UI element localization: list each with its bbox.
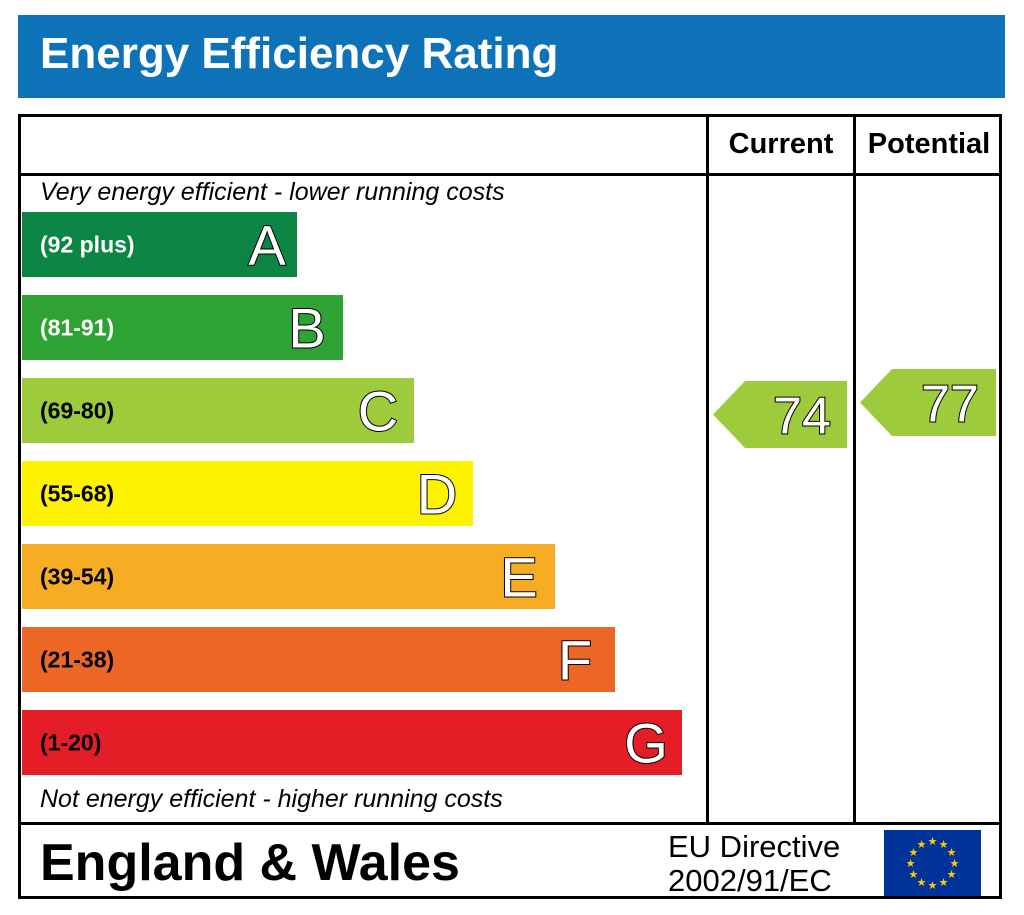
eu-star-icon: ★ bbox=[950, 858, 960, 870]
region-label: England & Wales bbox=[40, 834, 460, 892]
eu-star-icon: ★ bbox=[928, 880, 938, 892]
current-rating-value: 74 bbox=[773, 388, 831, 446]
band-a-range: (92 plus) bbox=[40, 232, 135, 258]
band-a-letter: A bbox=[248, 214, 286, 277]
band-f-range: (21-38) bbox=[40, 647, 114, 673]
eu-star-icon: ★ bbox=[928, 836, 938, 848]
band-d-range: (55-68) bbox=[40, 481, 114, 507]
current-rating-arrow bbox=[713, 381, 847, 448]
band-f-bar bbox=[22, 627, 615, 692]
eu-star-icon: ★ bbox=[917, 839, 927, 851]
inefficient-note: Not energy efficient - higher running co… bbox=[40, 785, 503, 813]
band-c-bar bbox=[22, 378, 414, 443]
efficient-note: Very energy efficient - lower running co… bbox=[40, 178, 505, 206]
band-c-letter: C bbox=[358, 380, 398, 443]
band-c-range: (69-80) bbox=[40, 398, 114, 424]
potential-rating-value: 77 bbox=[921, 376, 979, 434]
band-b-range: (81-91) bbox=[40, 315, 114, 341]
potential-rating-arrow bbox=[860, 369, 996, 436]
current-column-header: Current bbox=[728, 128, 834, 160]
band-f-letter: F bbox=[558, 629, 592, 692]
band-b-bar bbox=[22, 295, 343, 360]
band-g-bar bbox=[22, 710, 682, 775]
directive-line-2: 2002/91/EC bbox=[668, 863, 832, 898]
eu-flag-icon: ★ ★ ★ ★ ★ ★ ★ ★ ★ ★ ★ ★ bbox=[884, 830, 981, 896]
header-divider bbox=[18, 173, 1002, 176]
eu-star-icon: ★ bbox=[939, 877, 949, 889]
eu-star-icon: ★ bbox=[939, 839, 949, 851]
band-e-bar bbox=[22, 544, 555, 609]
band-g-range: (1-20) bbox=[40, 730, 101, 756]
potential-column-header: Potential bbox=[867, 128, 991, 160]
page-title: Energy Efficiency Rating bbox=[40, 29, 559, 78]
band-d-bar bbox=[22, 461, 473, 526]
band-b-letter: B bbox=[288, 297, 325, 360]
eu-star-icon: ★ bbox=[909, 869, 919, 881]
eu-star-icon: ★ bbox=[909, 847, 919, 859]
band-g-letter: G bbox=[624, 712, 668, 775]
eu-star-icon: ★ bbox=[906, 858, 916, 870]
potential-column-divider bbox=[853, 114, 856, 824]
eu-star-icon: ★ bbox=[947, 847, 957, 859]
band-a-bar bbox=[22, 212, 297, 277]
eu-star-icon: ★ bbox=[917, 877, 927, 889]
current-column-divider bbox=[706, 114, 709, 824]
directive-line-1: EU Directive bbox=[668, 829, 841, 864]
rating-table-frame bbox=[18, 114, 1002, 899]
band-e-letter: E bbox=[500, 546, 537, 609]
rating-header: Energy Efficiency Rating bbox=[18, 15, 1005, 98]
footer-divider bbox=[18, 822, 1002, 825]
band-e-range: (39-54) bbox=[40, 564, 114, 590]
eu-star-icon: ★ bbox=[947, 869, 957, 881]
band-d-letter: D bbox=[417, 463, 457, 526]
